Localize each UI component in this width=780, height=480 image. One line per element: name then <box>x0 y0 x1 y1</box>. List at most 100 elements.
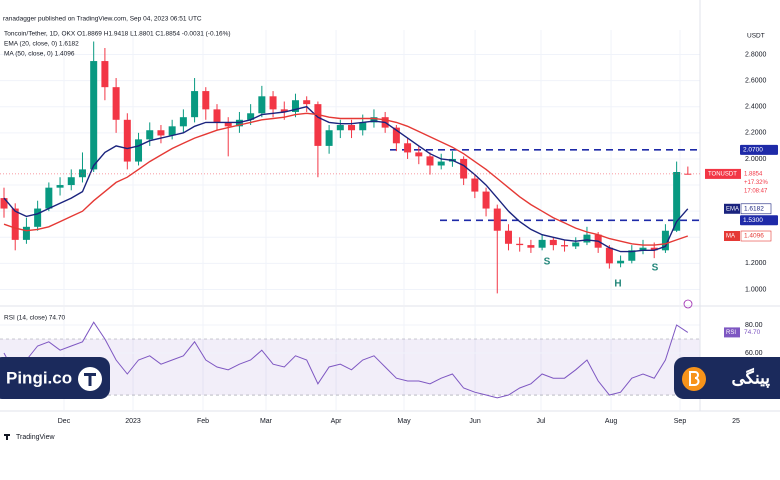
candle-body <box>572 242 580 247</box>
pattern-label: S <box>544 257 551 268</box>
axis-label-text: RSI <box>726 330 736 336</box>
rsi-band <box>0 338 700 396</box>
y-tick-label: 2.2000 <box>745 130 767 137</box>
candle-body <box>583 234 591 243</box>
candle-body <box>179 117 187 127</box>
axis-label-box <box>740 215 778 226</box>
candle-body <box>561 245 569 247</box>
y-tick-label: 2.0000 <box>745 156 767 163</box>
axis-label-box <box>724 231 740 242</box>
tether-glyph <box>84 373 96 386</box>
x-tick-label: 2023 <box>125 418 141 425</box>
axis-label-text: MA <box>726 234 735 240</box>
candle-body <box>348 125 356 131</box>
candle-body <box>325 130 333 146</box>
x-tick-label: Aug <box>605 418 618 425</box>
candle-body <box>650 247 658 251</box>
candle-body <box>157 130 165 136</box>
candle-body <box>34 208 42 227</box>
candle-body <box>22 226 30 240</box>
bitcoin-glyph <box>689 371 700 386</box>
candle-body <box>538 239 546 248</box>
candle-body <box>426 156 434 166</box>
y-tick-label: 80.00 <box>745 322 763 329</box>
y-tick-label: 60.00 <box>745 350 763 357</box>
axis-label-box <box>741 168 771 197</box>
candle-body <box>45 187 53 209</box>
candle-body <box>303 100 311 105</box>
ema-legend: EMA (20, close, 0) 1.6182 <box>4 41 79 48</box>
axis-label-box <box>740 203 772 215</box>
candle-body <box>549 239 557 246</box>
axis-label-text: 1.4096 <box>744 233 764 240</box>
ma-legend: MA (50, close, 0) 1.4096 <box>4 51 75 58</box>
plot: S H S <box>0 41 700 399</box>
candle-body <box>247 113 255 120</box>
axis-label-text: 17:08:47 <box>744 188 768 194</box>
y-tick-label: 2.6000 <box>745 77 767 84</box>
candle-body <box>314 104 322 146</box>
axis-label-text: 2.0700 <box>743 147 763 154</box>
x-tick-label: Mar <box>260 418 273 425</box>
watermark-right: پینگی <box>674 357 780 399</box>
watermark-box <box>0 357 110 399</box>
level-label: 2.0700 <box>740 144 778 155</box>
pattern-label: H <box>614 279 621 290</box>
candle-body <box>471 178 479 192</box>
alert-icon <box>683 299 693 309</box>
candle-body <box>78 169 86 178</box>
candle-body <box>370 117 378 123</box>
series-label: MA 1.4096 <box>724 230 772 242</box>
candle-body <box>202 91 210 110</box>
ma-line <box>3 112 689 246</box>
candle-body <box>482 191 490 209</box>
series-label: EMA 1.6182 <box>724 203 772 215</box>
pattern-label: S <box>652 263 659 274</box>
x-tick-label: Apr <box>331 418 343 425</box>
y-tick-label: 2.4000 <box>745 104 767 111</box>
candle-body <box>673 172 681 231</box>
candle-body <box>146 130 154 140</box>
axis-label-text: TONUSDT <box>708 171 737 177</box>
y-tick-label: 1.2000 <box>745 260 767 267</box>
candle-body <box>336 125 344 131</box>
candle-body <box>359 122 367 131</box>
axis-label-box <box>724 327 740 338</box>
candle-body <box>67 177 75 186</box>
y-tick-label: 1.0000 <box>745 286 767 293</box>
publisher: ranadagger published on TradingView.com,… <box>3 16 202 23</box>
candle-body <box>224 122 232 127</box>
axis-label-text: +17.32% <box>744 180 769 186</box>
axis-label-box <box>705 168 741 179</box>
axis-label-text: EMA <box>726 206 739 212</box>
x-tick-label: Feb <box>197 418 209 425</box>
x-tick-label: 25 <box>732 418 740 425</box>
candle-body <box>11 208 19 240</box>
candle-body <box>527 245 535 248</box>
candle-body <box>291 100 299 112</box>
rsi-legend: RSI (14, close) 74.70 <box>4 315 65 322</box>
x-tick-label: May <box>397 418 411 425</box>
x-tick-label: Sep <box>674 418 687 425</box>
candle-body <box>504 230 512 244</box>
x-tick-label: Jun <box>469 418 480 425</box>
candle-body <box>661 230 669 251</box>
candle-body <box>258 96 266 114</box>
symbol-legend: Toncoin/Tether, 1D, OKX O1.8869 H1.9418 … <box>4 31 231 38</box>
candle-body <box>0 198 8 209</box>
candle-body <box>605 247 613 264</box>
axis-label-text: 74.70 <box>744 329 761 336</box>
level-label: 1.5300 <box>740 215 778 226</box>
candle-body <box>437 161 445 166</box>
rsi-label: RSI 74.70 <box>724 327 761 338</box>
candle-body <box>123 119 131 162</box>
watermark-text: Pingi.co <box>6 368 72 387</box>
watermark-text: پینگی <box>731 367 770 388</box>
last-price-label: TONUSDT 1.8854 +17.32% 17:08:47 <box>705 168 771 197</box>
candle-body <box>415 152 423 157</box>
candle-body <box>639 247 647 251</box>
candle-body <box>112 87 120 120</box>
candle-body <box>101 61 109 88</box>
